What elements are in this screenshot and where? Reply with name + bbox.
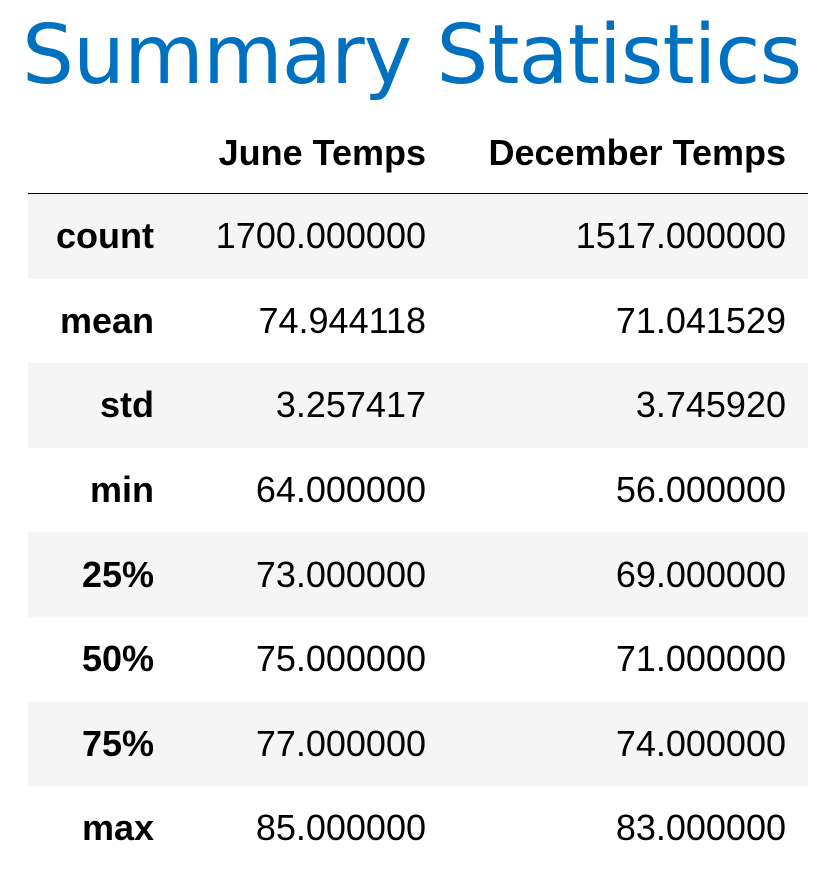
header-december-temps: December Temps	[488, 132, 786, 173]
row-label: 50%	[81, 638, 154, 680]
june-value: 75.000000	[255, 638, 426, 680]
row-label: min	[89, 469, 154, 511]
page-title: Summary Statistics	[22, 8, 802, 103]
june-value: 77.000000	[255, 722, 426, 764]
summary-statistics-table: June Temps December Temps count 1700.000…	[28, 112, 808, 871]
row-label: 25%	[81, 553, 154, 595]
row-label: count	[56, 215, 154, 257]
table-row: mean 74.944118 71.041529	[28, 279, 808, 364]
table-row: max 85.000000 83.000000	[28, 786, 808, 871]
table-header: June Temps December Temps	[28, 112, 808, 196]
december-value: 3.745920	[635, 384, 786, 426]
table-row: min 64.000000 56.000000	[28, 448, 808, 533]
row-label: 75%	[81, 722, 154, 764]
december-value: 71.000000	[615, 638, 786, 680]
june-value: 3.257417	[275, 384, 426, 426]
row-label: max	[81, 807, 154, 849]
header-index	[28, 112, 154, 194]
table-row: std 3.257417 3.745920	[28, 363, 808, 448]
table-row: count 1700.000000 1517.000000	[28, 194, 808, 279]
row-label: std	[100, 384, 154, 426]
june-value: 64.000000	[255, 469, 426, 511]
table-row: 75% 77.000000 74.000000	[28, 701, 808, 787]
december-value: 56.000000	[615, 469, 786, 511]
june-value: 1700.000000	[215, 215, 426, 257]
december-value: 71.041529	[615, 299, 786, 341]
december-value: 69.000000	[615, 553, 786, 595]
table-row: 50% 75.000000 71.000000	[28, 617, 808, 702]
june-value: 85.000000	[255, 807, 426, 849]
december-value: 74.000000	[615, 722, 786, 764]
header-june-temps: June Temps	[218, 132, 426, 173]
december-value: 83.000000	[615, 807, 786, 849]
row-label: mean	[59, 299, 154, 341]
december-value: 1517.000000	[575, 215, 786, 257]
june-value: 74.944118	[258, 299, 426, 341]
table-row: 25% 73.000000 69.000000	[28, 532, 808, 617]
june-value: 73.000000	[255, 553, 426, 595]
